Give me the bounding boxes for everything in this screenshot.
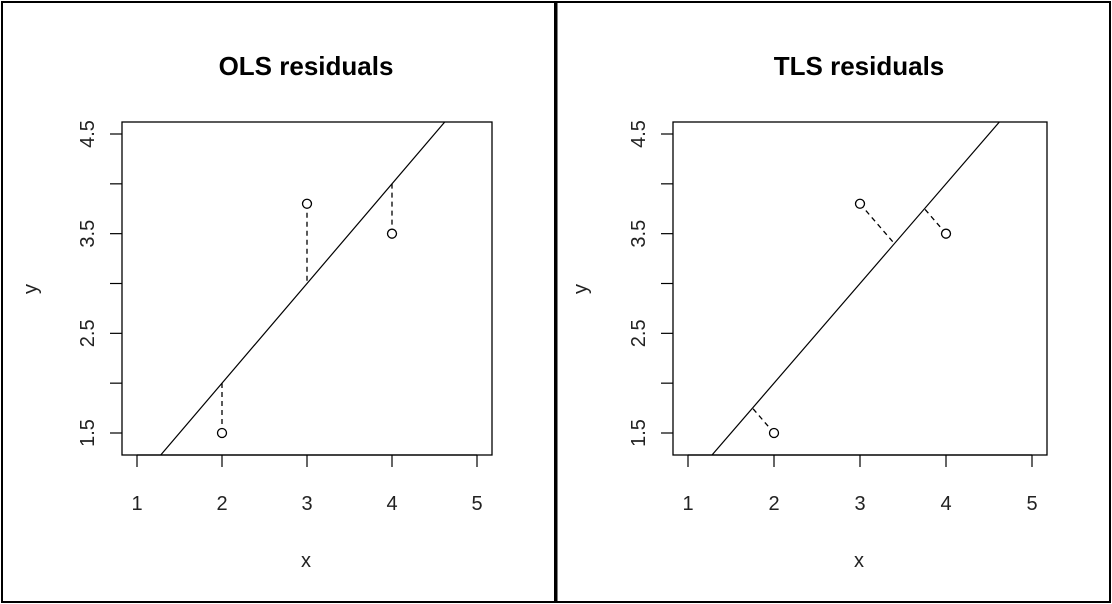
x-tick-label: 4	[386, 493, 397, 515]
x-tick-label: 1	[131, 493, 142, 515]
x-tick-label: 4	[940, 493, 951, 515]
plot-box	[672, 121, 1048, 456]
plot-box	[121, 121, 493, 456]
y-tick-label: 4.5	[628, 120, 650, 148]
residual-segment	[924, 208, 947, 235]
chart-title: TLS residuals	[774, 51, 945, 81]
y-tick-label: 3.5	[77, 220, 99, 248]
data-point	[940, 228, 952, 239]
y-axis-label: y	[570, 284, 592, 294]
x-axis-label: x	[854, 550, 864, 572]
x-tick-label: 5	[1026, 493, 1037, 515]
y-tick-label: 2.5	[77, 319, 99, 347]
chart-panel-ols: OLS residuals 1 2 3 4 5 1.5 2.5 3.5 4.5 x y	[20, 51, 493, 572]
x-tick-label: 5	[471, 493, 482, 515]
y-axis-label: y	[20, 284, 42, 294]
plot-area-tls: 1 2 3 4 5 1.5 2.5 3.5 4.5	[628, 120, 1048, 515]
y-tick-label: 4.5	[77, 120, 99, 148]
x-tick-label: 3	[854, 493, 865, 515]
fit-line	[711, 122, 1001, 455]
fit-line	[159, 122, 446, 455]
data-point	[768, 427, 780, 439]
x-axis-label: x	[301, 550, 311, 572]
y-tick-label: 1.5	[628, 419, 650, 447]
x-tick-label: 1	[682, 493, 693, 515]
y-tick-label: 2.5	[628, 319, 650, 347]
data-point	[216, 427, 228, 439]
residual-segment	[752, 407, 775, 434]
data-point	[854, 198, 866, 209]
y-tick-label: 3.5	[628, 220, 650, 248]
y-tick-label: 1.5	[77, 419, 99, 447]
data-point	[386, 228, 398, 239]
plot-area-ols: 1 2 3 4 5 1.5 2.5 3.5 4.5	[77, 120, 493, 515]
x-tick-label: 2	[216, 493, 227, 515]
x-tick-label: 2	[768, 493, 779, 515]
chart-panel-tls: TLS residuals 1 2 3 4 5 1.5 2.5 3.5 4.5 x y	[570, 51, 1048, 572]
data-point	[301, 198, 313, 209]
x-tick-label: 3	[301, 493, 312, 515]
chart-title: OLS residuals	[219, 51, 394, 81]
residual-segment	[859, 203, 895, 245]
